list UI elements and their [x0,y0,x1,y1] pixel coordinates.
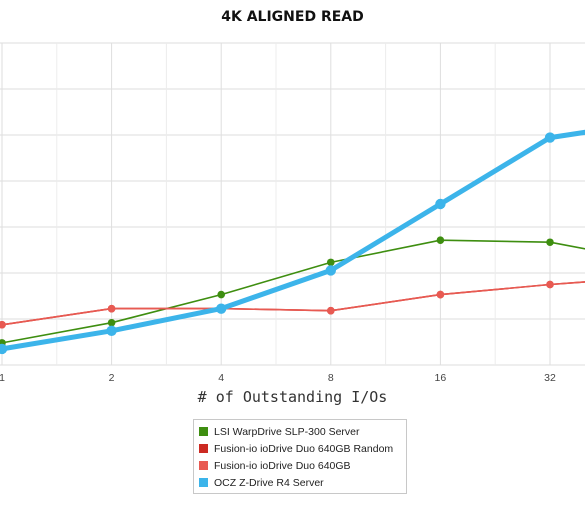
data-point [106,325,117,336]
legend-label: LSI WarpDrive SLP-300 Server [214,425,360,438]
legend-item: Fusion-io ioDrive Duo 640GB [199,457,401,474]
series-line [0,129,585,352]
series-line [1,239,585,344]
x-axis-label: # of Outstanding I/Os [197,388,388,406]
data-point [0,343,8,355]
x-tick-label: 16 [435,372,447,384]
data-point [436,236,445,245]
x-tick-label: 2 [109,372,115,384]
x-tick-label: 32 [544,372,556,384]
data-point [546,238,554,247]
data-point [325,265,336,276]
data-point [436,290,445,299]
data-point [544,132,556,143]
legend-item: LSI WarpDrive SLP-300 Server [199,423,401,440]
legend-swatch [199,427,208,436]
data-point [217,290,225,299]
chart-title: 4K ALIGNED READ [221,9,364,25]
series-line [1,281,585,326]
data-point [327,258,335,267]
legend-label: OCZ Z-Drive R4 Server [214,476,324,489]
legend-item: Fusion-io ioDrive Duo 640GB Random [199,440,401,457]
x-tick-label: 1 [0,372,5,384]
legend-item: OCZ Z-Drive R4 Server [199,474,401,491]
legend-label: Fusion-io ioDrive Duo 640GB [214,459,351,472]
legend-swatch [199,478,208,487]
data-point [107,318,116,327]
legend: LSI WarpDrive SLP-300 Server Fusion-io io… [193,419,407,494]
x-tick-label: 8 [328,372,334,384]
data-point [0,320,6,329]
legend-label: Fusion-io ioDrive Duo 640GB Random [214,442,394,455]
data-point [107,304,116,313]
data-point [546,280,554,289]
data-point [216,303,227,314]
data-point [435,198,446,210]
legend-swatch [199,444,208,453]
series-line [1,281,585,326]
data-point [327,306,335,315]
legend-swatch [199,461,208,470]
x-tick-label: 4 [218,372,224,384]
